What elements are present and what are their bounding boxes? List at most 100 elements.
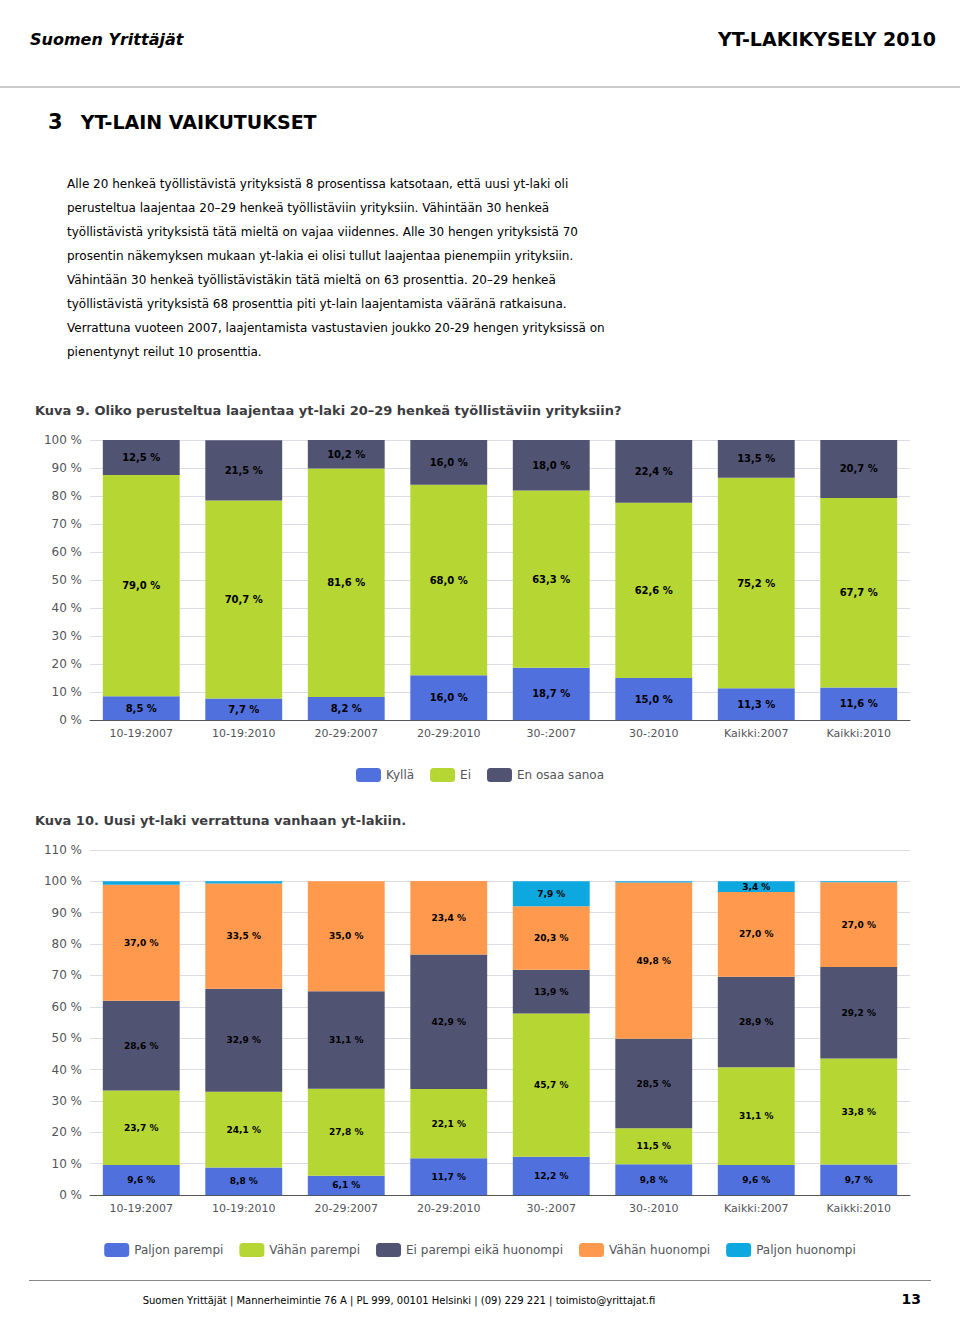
svg-text:12,5 %: 12,5 % <box>122 452 160 463</box>
svg-text:30 %: 30 % <box>52 1094 83 1108</box>
svg-text:10-19:2010: 10-19:2010 <box>212 1202 276 1215</box>
svg-text:11,3 %: 11,3 % <box>737 699 775 710</box>
svg-text:En osaa sanoa: En osaa sanoa <box>517 768 604 782</box>
svg-text:Vähän parempi: Vähän parempi <box>269 1243 360 1257</box>
svg-text:31,1 %: 31,1 % <box>739 1111 773 1121</box>
svg-text:37,0 %: 37,0 % <box>124 938 158 948</box>
svg-text:Kaikki:2010: Kaikki:2010 <box>827 1202 891 1215</box>
svg-text:30-:2010: 30-:2010 <box>629 727 679 740</box>
svg-text:10,2 %: 10,2 % <box>327 449 365 460</box>
svg-text:16,0 %: 16,0 % <box>430 692 468 703</box>
svg-text:16,0 %: 16,0 % <box>430 457 468 468</box>
svg-text:40 %: 40 % <box>52 1063 83 1077</box>
svg-text:62,6 %: 62,6 % <box>635 585 673 596</box>
svg-text:Kaikki:2010: Kaikki:2010 <box>827 727 891 740</box>
svg-text:10-19:2010: 10-19:2010 <box>212 727 276 740</box>
svg-text:21,5 %: 21,5 % <box>225 465 263 476</box>
svg-text:18,7 %: 18,7 % <box>532 688 570 699</box>
svg-text:7,7 %: 7,7 % <box>228 704 259 715</box>
svg-text:79,0 %: 79,0 % <box>122 580 160 591</box>
svg-text:Vähän huonompi: Vähän huonompi <box>609 1243 710 1257</box>
svg-text:30-:2007: 30-:2007 <box>526 1202 576 1215</box>
svg-text:20 %: 20 % <box>52 1125 83 1139</box>
svg-text:15,0 %: 15,0 % <box>635 694 673 705</box>
svg-text:27,8 %: 27,8 % <box>329 1127 363 1137</box>
svg-text:9,7 %: 9,7 % <box>845 1175 873 1185</box>
svg-text:8,5 %: 8,5 % <box>126 703 157 714</box>
svg-text:9,6 %: 9,6 % <box>127 1175 155 1185</box>
svg-text:60 %: 60 % <box>52 1000 83 1014</box>
svg-text:9,8 %: 9,8 % <box>640 1175 668 1185</box>
svg-text:8,8 %: 8,8 % <box>230 1176 258 1186</box>
svg-text:6,1 %: 6,1 % <box>332 1180 360 1190</box>
svg-text:42,9 %: 42,9 % <box>432 1017 466 1027</box>
svg-text:7,9 %: 7,9 % <box>537 889 565 899</box>
svg-text:35,0 %: 35,0 % <box>329 931 363 941</box>
svg-text:20-29:2007: 20-29:2007 <box>314 1202 378 1215</box>
svg-text:10-19:2007: 10-19:2007 <box>109 1202 173 1215</box>
svg-text:0 %: 0 % <box>59 713 82 727</box>
svg-text:Paljon parempi: Paljon parempi <box>134 1243 223 1257</box>
svg-text:20-29:2010: 20-29:2010 <box>417 727 481 740</box>
svg-text:40 %: 40 % <box>52 601 83 615</box>
svg-text:33,8 %: 33,8 % <box>842 1107 876 1117</box>
svg-text:63,3 %: 63,3 % <box>532 574 570 585</box>
svg-text:80 %: 80 % <box>52 489 83 503</box>
svg-text:33,5 %: 33,5 % <box>227 931 261 941</box>
svg-text:28,9 %: 28,9 % <box>739 1017 773 1027</box>
svg-text:30-:2007: 30-:2007 <box>526 727 576 740</box>
svg-text:Kaikki:2007: Kaikki:2007 <box>724 727 788 740</box>
svg-text:13,9 %: 13,9 % <box>534 987 568 997</box>
svg-text:20 %: 20 % <box>52 657 83 671</box>
svg-text:Paljon huonompi: Paljon huonompi <box>756 1243 856 1257</box>
svg-text:Kuva 9. Oliko perusteltua laaj: Kuva 9. Oliko perusteltua laajentaa yt-l… <box>35 403 622 418</box>
svg-text:68,0 %: 68,0 % <box>430 575 468 586</box>
svg-text:100 %: 100 % <box>44 874 82 888</box>
svg-text:20,7 %: 20,7 % <box>840 463 878 474</box>
svg-text:70,7 %: 70,7 % <box>225 594 263 605</box>
svg-text:80 %: 80 % <box>52 937 83 951</box>
svg-text:100 %: 100 % <box>44 433 82 447</box>
svg-text:32,9 %: 32,9 % <box>227 1035 261 1045</box>
svg-text:28,6 %: 28,6 % <box>124 1041 158 1051</box>
svg-text:30-:2010: 30-:2010 <box>629 1202 679 1215</box>
svg-text:23,7 %: 23,7 % <box>124 1123 158 1133</box>
svg-text:20-29:2010: 20-29:2010 <box>417 1202 481 1215</box>
svg-text:20-29:2007: 20-29:2007 <box>314 727 378 740</box>
svg-text:45,7 %: 45,7 % <box>534 1080 568 1090</box>
svg-text:Ei: Ei <box>460 768 471 782</box>
svg-text:27,0 %: 27,0 % <box>739 929 773 939</box>
svg-text:10-19:2007: 10-19:2007 <box>109 727 173 740</box>
svg-text:28,5 %: 28,5 % <box>637 1079 671 1089</box>
svg-text:50 %: 50 % <box>52 1031 83 1045</box>
svg-text:22,4 %: 22,4 % <box>635 466 673 477</box>
svg-text:11,5 %: 11,5 % <box>637 1141 671 1151</box>
svg-text:12,2 %: 12,2 % <box>534 1171 568 1181</box>
svg-text:8,2 %: 8,2 % <box>331 703 362 714</box>
svg-text:9,6 %: 9,6 % <box>742 1175 770 1185</box>
svg-text:Kyllä: Kyllä <box>386 768 414 782</box>
svg-text:27,0 %: 27,0 % <box>842 920 876 930</box>
svg-text:81,6 %: 81,6 % <box>327 577 365 588</box>
svg-text:75,2 %: 75,2 % <box>737 578 775 589</box>
svg-text:10 %: 10 % <box>52 685 83 699</box>
svg-text:11,6 %: 11,6 % <box>840 698 878 709</box>
svg-text:10 %: 10 % <box>52 1157 83 1171</box>
svg-text:18,0 %: 18,0 % <box>532 460 570 471</box>
svg-text:70 %: 70 % <box>52 968 83 982</box>
svg-text:90 %: 90 % <box>52 461 83 475</box>
svg-text:70 %: 70 % <box>52 517 83 531</box>
svg-text:90 %: 90 % <box>52 906 83 920</box>
svg-text:11,7 %: 11,7 % <box>432 1172 466 1182</box>
svg-text:49,8 %: 49,8 % <box>637 956 671 966</box>
svg-text:22,1 %: 22,1 % <box>432 1119 466 1129</box>
svg-text:0 %: 0 % <box>59 1188 82 1202</box>
svg-text:31,1 %: 31,1 % <box>329 1035 363 1045</box>
svg-text:110 %: 110 % <box>44 843 82 857</box>
svg-text:20,3 %: 20,3 % <box>534 933 568 943</box>
svg-text:23,4 %: 23,4 % <box>432 913 466 923</box>
svg-text:30 %: 30 % <box>52 629 83 643</box>
svg-text:29,2 %: 29,2 % <box>842 1008 876 1018</box>
svg-text:60 %: 60 % <box>52 545 83 559</box>
svg-text:3,4 %: 3,4 % <box>742 882 770 892</box>
